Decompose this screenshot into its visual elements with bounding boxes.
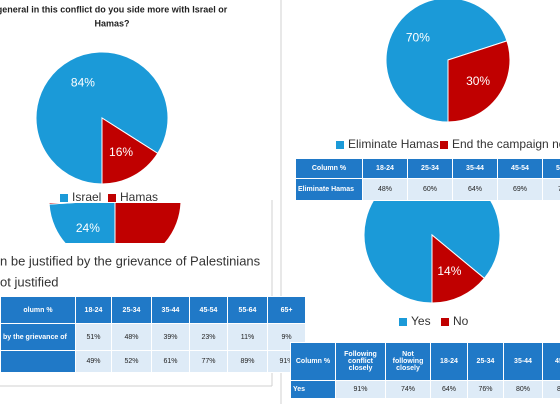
chart-title: Hamas?: [94, 18, 129, 28]
pie-slice: [48, 203, 116, 243]
slice-label: 14%: [437, 264, 461, 278]
table-row: 49% 52% 61% 77% 89% 91%: [0, 350, 306, 373]
table-cell: Column %: [295, 158, 363, 179]
pie-slice: [101, 117, 159, 185]
pie-slice: [363, 200, 501, 304]
table-cell: 18-24: [75, 296, 112, 324]
legend-swatch: [108, 194, 116, 202]
table-cell: 35-44: [151, 296, 190, 324]
table-cell: 45-54: [542, 342, 560, 381]
table-cell: 39%: [151, 323, 190, 351]
table-cell: Eliminate Hamas: [295, 178, 363, 201]
legend-swatch: [336, 141, 344, 149]
slice-label: 70%: [406, 30, 430, 44]
slice-label: 16%: [109, 145, 133, 159]
table-cell: 52%: [111, 350, 152, 373]
table-cell: 60%: [407, 178, 453, 201]
legend-swatch: [60, 194, 68, 202]
legend-label: Eliminate Hamas: [348, 137, 439, 151]
pie-slice: [431, 233, 486, 304]
legend-swatch: [440, 141, 448, 149]
table-cell: 48%: [111, 323, 152, 351]
table-cell: 45-54: [189, 296, 228, 324]
pie-slice: [48, 203, 182, 243]
table-cell: Not following closely: [385, 342, 431, 381]
table-cell: 61%: [151, 350, 190, 373]
table-cell: 86%: [542, 380, 560, 399]
legend-label: Yes: [411, 314, 431, 328]
table: Column % Following conflict closely Not fo…: [290, 342, 560, 399]
table-cell: 65+: [267, 296, 306, 324]
table-cell: 35-44: [503, 342, 543, 381]
table-cell: 45-54: [497, 158, 543, 179]
table-cell: 18-24: [362, 158, 408, 179]
chart-title: general in this conflict do you side mor…: [0, 4, 228, 14]
table-cell: Yes: [290, 380, 336, 399]
table-cell: 35-44: [452, 158, 498, 179]
table-cell: 25-34: [407, 158, 453, 179]
table-cell: 69%: [497, 178, 543, 201]
caption: n be justified by the grievance of Pales…: [0, 253, 261, 268]
legend-swatch: [441, 318, 449, 326]
table-cell: 18-24: [430, 342, 468, 381]
caption: ot justified: [0, 274, 59, 289]
legend-label: Hamas: [120, 190, 158, 204]
table-row: Column % Following conflict closely Not fo…: [290, 342, 560, 381]
table-cell: 25-34: [111, 296, 152, 324]
table-cell: 49%: [75, 350, 112, 373]
table-cell: 11%: [227, 323, 268, 351]
table-cell: by the grievance of: [0, 323, 76, 351]
table-cell: 55-64: [227, 296, 268, 324]
pie: 24%: [48, 203, 182, 243]
table-cell: Following conflict closely: [335, 342, 386, 381]
table-cell: 64%: [452, 178, 498, 201]
table-cell: 80%: [503, 380, 543, 399]
table-cell: 23%: [189, 323, 228, 351]
table-cell: 77%: [189, 350, 228, 373]
table-cell: 76%: [467, 380, 504, 399]
table-cell: 48%: [362, 178, 408, 201]
pie-slice: [447, 40, 511, 123]
table-cell: 91%: [335, 380, 386, 399]
table-cell: 64%: [430, 380, 468, 399]
table-cell: 51%: [75, 323, 112, 351]
table-cell: 25-34: [467, 342, 504, 381]
table-row: olumn % 18-24 25-34 35-44 45-54 55-64 65+: [0, 296, 306, 324]
legend-label: End the campaign nov: [452, 137, 560, 151]
table: olumn % 18-24 25-34 35-44 45-54 55-64 65+ by th…: [0, 296, 306, 373]
table-cell: [0, 350, 76, 373]
table-cell: 76%: [542, 178, 560, 201]
table: Column %18-2425-3435-4445-5455-64Elimina…: [295, 158, 560, 201]
table-row: by the grievance of 51% 48% 39% 23% 11% 9%: [0, 323, 306, 351]
pie-slice: [385, 0, 508, 123]
pie: 14%: [363, 200, 501, 304]
table-cell: 74%: [385, 380, 431, 399]
slice-label: 30%: [466, 74, 490, 88]
table-cell: olumn %: [0, 296, 76, 324]
legend-label: Israel: [72, 190, 101, 204]
slice-label: 24%: [76, 221, 100, 235]
table-cell: 55-64: [542, 158, 560, 179]
slice-label: 84%: [71, 75, 95, 89]
legend-label: No: [453, 314, 469, 328]
legend-swatch: [399, 318, 407, 326]
table-cell: Column %: [290, 342, 336, 381]
table-cell: 89%: [227, 350, 268, 373]
